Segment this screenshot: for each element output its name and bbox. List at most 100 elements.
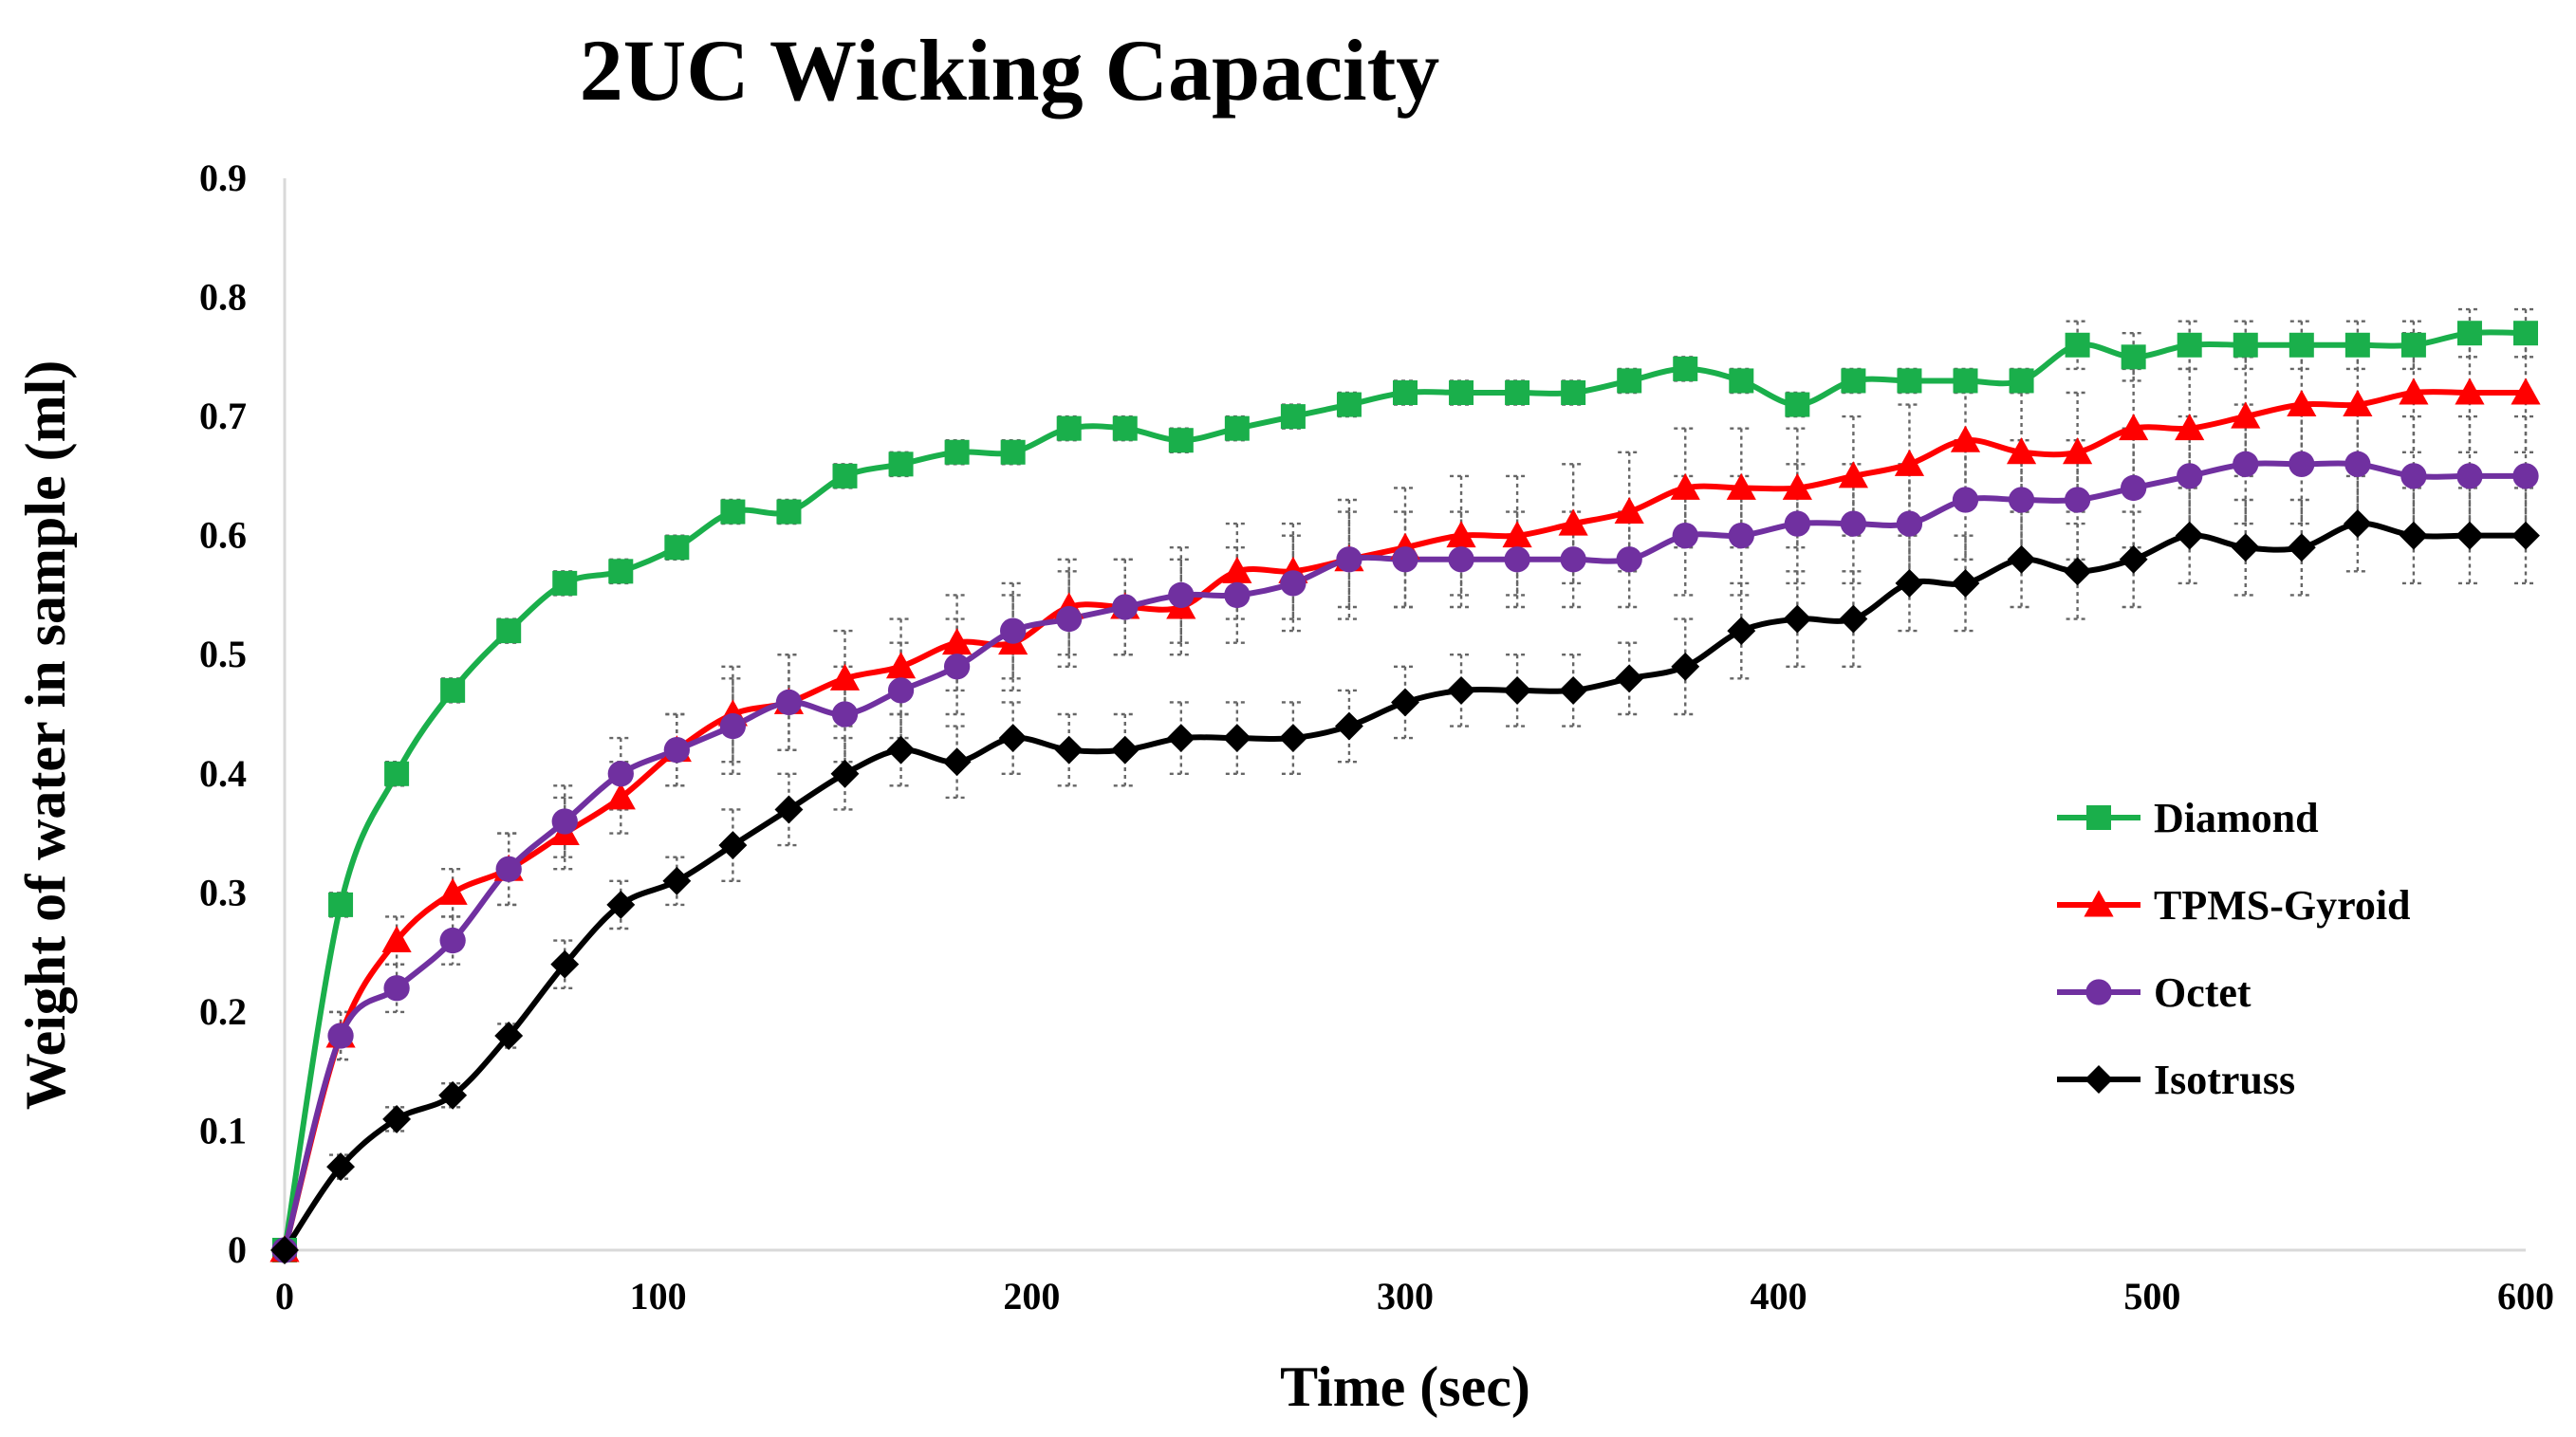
data-point-diamond: [2344, 332, 2370, 358]
data-point-diamond: [2009, 368, 2034, 394]
data-point-octet: [1672, 523, 1698, 549]
legend-marker-isotruss: [2085, 1065, 2113, 1094]
data-point-isotruss: [606, 890, 636, 919]
data-point-isotruss: [1335, 711, 1363, 741]
data-point-octet: [2177, 463, 2203, 489]
data-point-octet: [887, 677, 915, 704]
data-point-diamond: [944, 439, 970, 465]
data-point-diamond: [2456, 321, 2482, 346]
y-tick-label: 0.9: [199, 157, 247, 199]
data-point-diamond: [1729, 368, 1754, 394]
data-point-diamond: [1953, 368, 1978, 394]
data-point-octet: [2289, 451, 2315, 477]
data-point-isotruss: [718, 831, 748, 860]
data-point-isotruss: [1839, 604, 1868, 634]
data-point-octet: [2008, 487, 2035, 513]
data-point-diamond: [1056, 415, 1082, 441]
data-point-diamond: [1000, 439, 1026, 465]
legend-marker-tpms-gyroid: [2084, 890, 2114, 917]
data-point-diamond: [664, 535, 690, 561]
data-point-diamond: [1897, 368, 1922, 394]
data-point-octet: [1728, 523, 1754, 549]
x-tick-label: 600: [2497, 1275, 2554, 1317]
data-point-diamond: [1393, 380, 1418, 405]
x-tick-label: 500: [2123, 1275, 2180, 1317]
y-tick-label: 0.8: [199, 276, 247, 319]
data-point-diamond: [608, 559, 634, 584]
error-bars: [329, 307, 2537, 1180]
data-point-tpms-gyroid: [2119, 414, 2149, 441]
data-point-diamond: [440, 677, 466, 703]
legend-label-isotruss: Isotruss: [2154, 1057, 2295, 1103]
data-point-octet: [1224, 581, 1251, 609]
data-point-diamond: [1505, 380, 1530, 405]
data-point-octet: [2344, 451, 2371, 477]
data-point-tpms-gyroid: [1558, 508, 1588, 536]
data-point-tpms-gyroid: [437, 877, 468, 905]
data-point-diamond: [552, 570, 578, 596]
data-point-diamond: [2065, 332, 2090, 358]
data-point-octet: [2456, 463, 2483, 489]
data-point-isotruss: [438, 1080, 468, 1110]
legend-label-octet: Octet: [2154, 969, 2252, 1016]
data-point-octet: [1448, 546, 1474, 573]
data-point-tpms-gyroid: [885, 652, 917, 679]
data-point-isotruss: [1222, 724, 1251, 753]
data-point-diamond: [2513, 321, 2538, 346]
data-point-tpms-gyroid: [605, 783, 636, 810]
data-point-tpms-gyroid: [1894, 449, 1925, 476]
data-point-isotruss: [1503, 675, 1532, 705]
data-point-diamond: [1841, 368, 1866, 394]
data-point-isotruss: [2287, 533, 2316, 562]
y-tick-label: 0.4: [199, 752, 247, 795]
data-point-diamond: [1561, 380, 1586, 405]
data-point-diamond: [888, 451, 914, 477]
data-point-tpms-gyroid: [1222, 556, 1252, 583]
data-point-isotruss: [1895, 568, 1924, 598]
data-point-diamond: [720, 499, 746, 525]
x-tick-label: 100: [630, 1275, 687, 1317]
legend: Diamond TPMS-Gyroid Octet Isotruss: [2057, 795, 2411, 1103]
data-point-diamond: [2121, 344, 2146, 370]
data-point-diamond: [496, 618, 522, 644]
data-point-isotruss: [886, 735, 916, 765]
data-point-isotruss: [1278, 724, 1307, 753]
data-point-octet: [495, 856, 522, 882]
data-point-tpms-gyroid: [2175, 414, 2205, 441]
data-point-octet: [439, 927, 466, 954]
data-point-diamond: [1673, 356, 1698, 381]
data-point-diamond: [1617, 368, 1642, 394]
y-tick-label: 0.1: [199, 1109, 247, 1151]
data-point-isotruss: [830, 759, 860, 788]
data-point-isotruss: [1166, 724, 1195, 753]
data-point-octet: [1168, 581, 1195, 609]
data-point-diamond: [2289, 332, 2314, 358]
data-point-tpms-gyroid: [942, 628, 973, 655]
data-point-octet: [1840, 510, 1867, 537]
data-point-octet: [2400, 463, 2427, 489]
data-point-diamond: [1785, 392, 1810, 417]
data-point-octet: [1392, 546, 1418, 573]
data-point-octet: [663, 737, 690, 764]
data-point-isotruss: [2456, 521, 2484, 550]
data-point-diamond: [1224, 415, 1250, 441]
data-point-isotruss: [1727, 617, 1756, 646]
data-point-isotruss: [2007, 544, 2036, 574]
data-point-isotruss: [2343, 509, 2372, 539]
legend-marker-octet: [2085, 979, 2112, 1005]
data-point-diamond: [1336, 392, 1362, 417]
data-point-diamond: [384, 761, 410, 786]
data-point-octet: [775, 689, 803, 716]
data-point-isotruss: [662, 866, 692, 895]
data-point-tpms-gyroid: [2343, 389, 2373, 417]
data-point-tpms-gyroid: [2287, 389, 2317, 417]
data-point-tpms-gyroid: [381, 925, 412, 953]
data-point-octet: [2064, 487, 2091, 513]
data-point-isotruss: [2063, 557, 2092, 586]
data-point-octet: [719, 712, 747, 740]
data-point-isotruss: [1447, 675, 1475, 705]
legend-marker-diamond: [2086, 805, 2111, 830]
data-point-octet: [607, 761, 634, 787]
